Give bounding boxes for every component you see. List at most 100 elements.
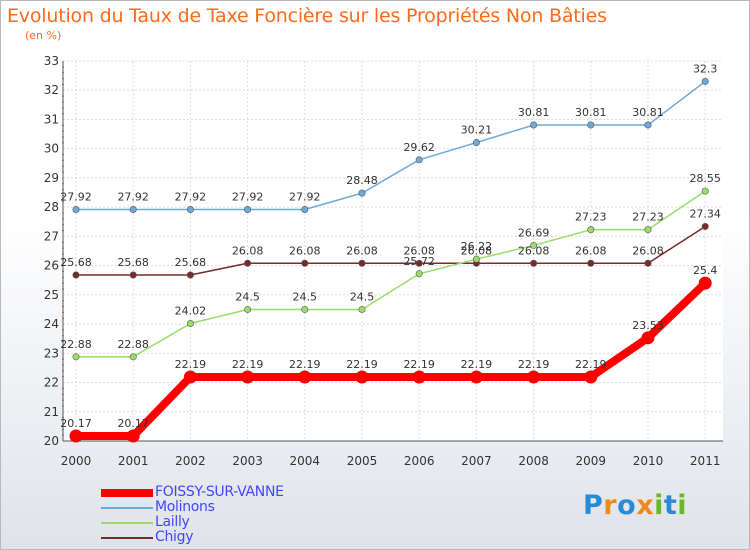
y-tick-label: 26 [44, 259, 59, 273]
data-label: 22.19 [346, 358, 378, 371]
data-point [244, 205, 252, 213]
series-line-foissy-sur-vanne [76, 280, 708, 441]
data-point [644, 121, 652, 129]
data-label: 26.69 [518, 226, 550, 239]
data-label: 20.17 [117, 417, 149, 430]
data-point [126, 429, 140, 443]
data-label: 27.92 [175, 190, 207, 203]
data-point [641, 331, 655, 345]
data-label: 22.19 [461, 358, 493, 371]
data-point [587, 121, 595, 129]
data-label: 27.23 [632, 211, 664, 224]
data-point [72, 205, 80, 213]
data-point [355, 370, 369, 384]
data-point [186, 205, 194, 213]
logo-letter: P [583, 490, 604, 521]
data-point [358, 259, 366, 267]
y-tick-label: 22 [44, 376, 59, 390]
data-label: 22.19 [403, 358, 435, 371]
data-point [472, 139, 480, 147]
data-label: 28.48 [346, 174, 378, 187]
data-point [244, 305, 252, 313]
x-tick-label: 2004 [290, 454, 321, 468]
y-tick-label: 30 [44, 142, 59, 156]
y-tick-label: 20 [44, 434, 59, 448]
y-tick-label: 25 [44, 288, 59, 302]
data-point [358, 189, 366, 197]
data-point [298, 370, 312, 384]
data-point [72, 271, 80, 279]
logo-letter: r [603, 490, 618, 521]
data-point [241, 370, 255, 384]
y-tick-label: 24 [44, 317, 59, 331]
logo-letter: x [636, 490, 655, 521]
data-point [472, 255, 480, 263]
data-point [584, 370, 598, 384]
data-label: 26.08 [575, 244, 607, 257]
data-label: 26.08 [632, 244, 664, 257]
y-tick-label: 32 [44, 83, 59, 97]
legend-swatch [101, 507, 153, 509]
data-point [183, 370, 197, 384]
data-point [530, 121, 538, 129]
y-tick-label: 29 [44, 171, 59, 185]
x-tick-label: 2011 [690, 454, 721, 468]
data-label: 27.92 [232, 190, 264, 203]
data-point [186, 271, 194, 279]
legend-swatch [101, 489, 153, 497]
data-label: 26.08 [518, 244, 550, 257]
legend-label: FOISSY-SUR-VANNE [155, 484, 284, 500]
data-label: 22.88 [117, 338, 149, 351]
data-point [69, 429, 83, 443]
data-label: 26.08 [403, 244, 435, 257]
data-point [469, 370, 483, 384]
data-point [644, 226, 652, 234]
data-point [701, 222, 709, 230]
data-label: 29.62 [403, 141, 435, 154]
data-label: 22.19 [175, 358, 207, 371]
data-point [301, 305, 309, 313]
y-tick-label: 23 [44, 346, 59, 360]
data-label: 20.17 [60, 417, 92, 430]
plot-area [63, 61, 723, 441]
y-axis-unit-label: (en %) [25, 29, 62, 42]
data-label: 30.21 [461, 124, 493, 137]
logo-letter: o [617, 490, 637, 521]
data-label: 26.08 [289, 244, 321, 257]
legend-label: Chigy [155, 529, 194, 545]
legend-swatch [101, 522, 153, 524]
data-label: 27.23 [575, 211, 607, 224]
series-line-molinons [76, 80, 706, 211]
series-line-chigy [76, 225, 706, 276]
legend-label: Molinons [155, 499, 215, 515]
x-tick-label: 2001 [118, 454, 149, 468]
data-point [698, 276, 712, 290]
data-label: 27.92 [60, 190, 92, 203]
data-point [527, 370, 541, 384]
data-point [129, 205, 137, 213]
x-tick-label: 2002 [175, 454, 206, 468]
data-label: 26.08 [461, 244, 493, 257]
data-point [415, 259, 423, 267]
logo-letter: i [654, 490, 664, 521]
data-label: 25.68 [60, 256, 92, 269]
x-tick-label: 2009 [576, 454, 607, 468]
y-tick-label: 21 [44, 405, 59, 419]
chart-title: Evolution du Taux de Taxe Foncière sur l… [7, 5, 607, 27]
logo-letter: i [677, 490, 688, 521]
data-point [701, 187, 709, 195]
logo-letter: t [663, 490, 678, 521]
data-point [587, 259, 595, 267]
data-label: 27.92 [289, 190, 321, 203]
data-label: 32.3 [693, 62, 718, 75]
data-point [644, 259, 652, 267]
y-tick-label: 28 [44, 200, 59, 214]
data-label: 25.68 [175, 256, 207, 269]
data-point [129, 271, 137, 279]
data-label: 22.19 [518, 358, 550, 371]
y-tick-label: 27 [44, 229, 59, 243]
data-point [358, 305, 366, 313]
proxiti-logo: Proxiti [583, 490, 687, 521]
data-label: 24.02 [175, 304, 207, 317]
